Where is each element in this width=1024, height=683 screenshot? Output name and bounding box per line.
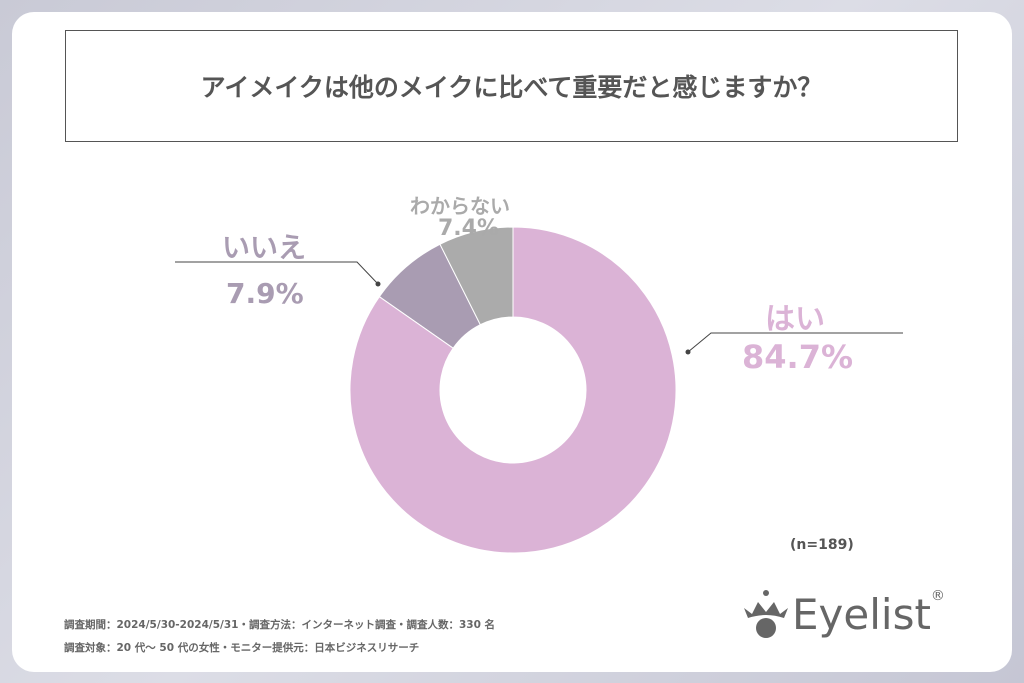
sample-size: (n=189) [790,537,854,553]
slice-1 [378,243,481,349]
eyelist-logo: Eyelist ® [740,588,945,638]
chart-title: アイメイクは他のメイクに比べて重要だと感じますか？ [65,30,958,142]
footer-line-1: 調査期間：2024/5/30-2024/5/31・調査方法：インターネット調査・… [64,619,496,631]
leader-dot-no [375,281,381,287]
leader-line-yes [687,332,903,353]
slice-0 [349,226,677,554]
card [12,12,1012,672]
leader-dot-yes [685,349,691,355]
label-unknown: わからない [410,194,510,218]
footer-line-2: 調査対象：20 代～ 50 代の女性・モニター提供元：日本ビジネスリサーチ [64,642,420,654]
leader-line-no [175,261,379,285]
crown-eye-icon [744,590,788,638]
registered-mark: ® [930,588,945,604]
logo-text: Eyelist [792,590,931,639]
value-yes: 84.7% [742,338,854,376]
value-no: 7.9% [226,277,304,310]
label-no: いいえ [222,231,307,264]
value-unknown: 7.4% [438,216,500,241]
label-yes: はい [765,302,825,337]
